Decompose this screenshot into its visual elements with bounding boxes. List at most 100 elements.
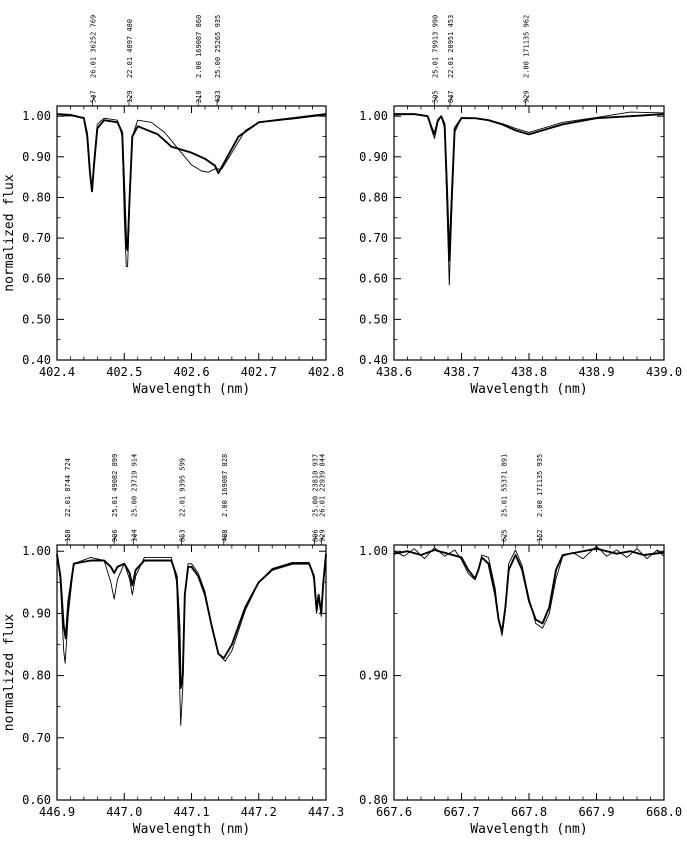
plot-frame bbox=[393, 544, 665, 801]
y-tick-label: 0.60 bbox=[22, 272, 51, 286]
line-id-leader bbox=[113, 534, 118, 540]
line-id-label: 2.00 169087 828 bbox=[221, 454, 229, 517]
line-id-leader bbox=[92, 95, 96, 101]
line-id-code: 847 bbox=[447, 90, 455, 103]
line-id-leader bbox=[66, 534, 71, 540]
line-id-label: 2.00 171135 935 bbox=[536, 454, 544, 517]
y-tick-label: 0.90 bbox=[22, 606, 51, 620]
y-tick-label: 0.70 bbox=[22, 731, 51, 745]
y-tick-label: 0.80 bbox=[359, 190, 388, 204]
x-tick-label: 402.5 bbox=[106, 365, 142, 379]
line-id-label: 26.01 36252 769 bbox=[90, 15, 98, 78]
y-tick-label: 0.60 bbox=[22, 793, 51, 807]
x-tick-label: 667.9 bbox=[578, 805, 614, 819]
line-id-leader bbox=[538, 534, 543, 540]
line-id-label: 22.01 9395 599 bbox=[178, 458, 186, 517]
line-id-label: 22.01 4897 480 bbox=[126, 19, 134, 78]
y-axis-title: normalized flux bbox=[2, 174, 17, 292]
x-tick-label: 402.8 bbox=[308, 365, 344, 379]
x-tick-label: 667.8 bbox=[511, 805, 547, 819]
y-tick-label: 0.90 bbox=[22, 150, 51, 164]
line-id-code: 853 bbox=[178, 529, 186, 542]
line-id-leader bbox=[197, 95, 202, 101]
line-id-code: 150 bbox=[64, 529, 72, 542]
x-tick-label: 438.6 bbox=[376, 365, 412, 379]
line-id-label: 22.01 8744 724 bbox=[64, 458, 72, 517]
line-id-code: 433 bbox=[214, 90, 222, 103]
line-id-leader bbox=[216, 95, 221, 101]
line-id-code: 929 bbox=[318, 529, 326, 542]
line-id-label: 25.00 23810 937 bbox=[312, 454, 320, 517]
y-tick-label: 1.00 bbox=[22, 544, 51, 558]
x-tick-label: 447.1 bbox=[173, 805, 209, 819]
x-tick-label: 438.7 bbox=[443, 365, 479, 379]
y-tick-label: 0.40 bbox=[22, 353, 51, 367]
y-tick-label: 0.70 bbox=[359, 231, 388, 245]
x-tick-label: 667.6 bbox=[376, 805, 412, 819]
plot-frame bbox=[56, 105, 327, 361]
line-id-leader bbox=[181, 534, 185, 540]
x-tick-label: 667.7 bbox=[443, 805, 479, 819]
x-axis-title: Wavelength (nm) bbox=[133, 822, 250, 837]
observed-spectrum-line bbox=[56, 113, 327, 252]
x-tick-label: 439.0 bbox=[646, 365, 682, 379]
y-tick-label: 1.00 bbox=[22, 109, 51, 123]
line-id-leader bbox=[133, 534, 137, 540]
line-id-code: 129 bbox=[126, 90, 134, 103]
line-id-label: 2.00 171135 962 bbox=[523, 15, 531, 78]
line-id-code: 595 bbox=[432, 90, 440, 103]
x-tick-label: 402.7 bbox=[241, 365, 277, 379]
x-axis-title: Wavelength (nm) bbox=[470, 382, 587, 397]
model-spectrum-line bbox=[56, 551, 327, 726]
observed-spectrum-line bbox=[394, 113, 665, 262]
line-id-leader bbox=[434, 95, 438, 101]
model-spectrum-line bbox=[393, 111, 665, 286]
line-id-leader bbox=[449, 95, 454, 101]
spectrum-panel-438nm: 438.6 438.7 438.8 438.9 439.0 0.40 0.50 0.60 0.7… bbox=[359, 15, 682, 397]
spectrum-panel-667nm: 667.6 667.7 667.8 667.9 668.0 0.80 0.90 1.00 Wav… bbox=[359, 454, 682, 837]
plot-frame bbox=[56, 544, 327, 801]
line-id-label: 26.01 22939 844 bbox=[318, 454, 326, 517]
line-id-code: 625 bbox=[500, 529, 508, 542]
y-axis-title: normalized flux bbox=[2, 614, 17, 732]
y-tick-label: 0.80 bbox=[22, 669, 51, 683]
line-id-leader bbox=[314, 534, 318, 540]
line-id-label: 25.01 55371 891 bbox=[500, 454, 508, 517]
line-id-leader bbox=[525, 95, 529, 101]
x-tick-label: 447.2 bbox=[241, 805, 277, 819]
y-tick-label: 0.90 bbox=[359, 150, 388, 164]
y-tick-label: 0.40 bbox=[359, 353, 388, 367]
line-id-label: 22.01 20951 453 bbox=[447, 15, 455, 78]
x-tick-label: 402.6 bbox=[173, 365, 209, 379]
spectrum-panel-447nm: 446.9 447.0 447.1 447.2 447.3 0.60 0.70 0.80 0.9… bbox=[2, 454, 344, 837]
y-tick-label: 1.00 bbox=[359, 544, 388, 558]
plot-frame bbox=[393, 105, 665, 361]
line-id-label: 25.00 25265 935 bbox=[214, 15, 222, 78]
y-tick-label: 0.90 bbox=[359, 669, 388, 683]
x-tick-label: 447.3 bbox=[308, 805, 344, 819]
line-id-label: 25.00 23719 914 bbox=[131, 454, 139, 517]
x-tick-label: 402.4 bbox=[39, 365, 75, 379]
line-id-leader bbox=[223, 534, 228, 540]
model-spectrum-line bbox=[56, 114, 327, 267]
x-axis-title: Wavelength (nm) bbox=[470, 822, 587, 837]
y-tick-label: 0.80 bbox=[359, 793, 388, 807]
x-tick-label: 438.8 bbox=[511, 365, 547, 379]
line-id-code: 498 bbox=[221, 529, 229, 542]
observed-spectrum-line bbox=[56, 554, 327, 689]
y-tick-label: 1.00 bbox=[359, 109, 388, 123]
x-tick-label: 668.0 bbox=[646, 805, 682, 819]
line-id-code: 144 bbox=[131, 529, 139, 542]
line-id-code: 547 bbox=[90, 90, 98, 103]
x-tick-label: 438.9 bbox=[578, 365, 614, 379]
line-id-leader bbox=[128, 95, 133, 101]
model-spectrum-line bbox=[393, 545, 665, 637]
spectrum-panel-402nm: 402.4 402.5 402.6 402.7 402.8 0.40 0.50 0.60 0.7… bbox=[2, 15, 344, 397]
x-tick-label: 446.9 bbox=[39, 805, 75, 819]
line-id-label: 25.01 79913 990 bbox=[432, 15, 440, 78]
line-id-code: 152 bbox=[536, 529, 544, 542]
line-id-label: 2.00 169087 860 bbox=[195, 15, 203, 78]
line-id-leader bbox=[321, 534, 325, 540]
y-tick-label: 0.60 bbox=[359, 272, 388, 286]
